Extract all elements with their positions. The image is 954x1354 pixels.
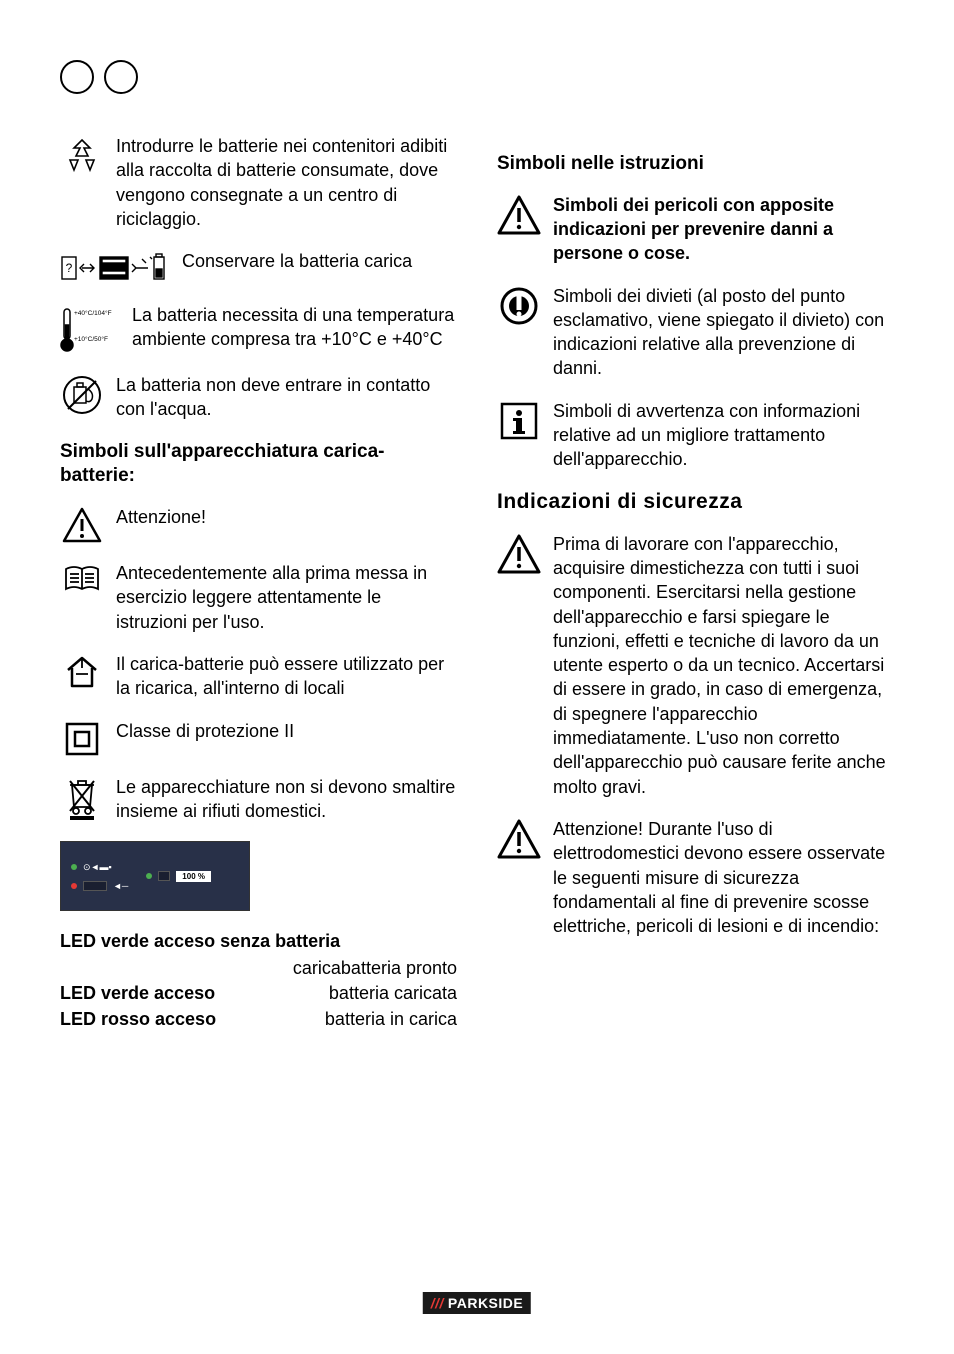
led-value: caricabatteria pronto: [245, 956, 457, 981]
warning-triangle-icon: [60, 505, 104, 543]
green-led-icon: [146, 873, 152, 879]
thermometer-icon: +40°C/104°F +10°C/50°F: [60, 303, 120, 355]
percent-box: 100 %: [176, 871, 211, 882]
class2-item: Classe di protezione II: [60, 719, 457, 757]
class2-icon: [60, 719, 104, 757]
water-text: La batteria non deve entrare in contatto…: [116, 373, 457, 422]
parkside-logo: /// PARKSIDE: [423, 1292, 531, 1314]
weee-text: Le apparecchiature non si devono smaltir…: [116, 775, 457, 824]
left-column: Introdurre le batterie nei contenitori a…: [60, 134, 457, 1032]
green-led-icon: [71, 864, 77, 870]
prohibition-item: Simboli dei divieti (al posto del punto …: [497, 284, 894, 381]
battery-slot-icon: [83, 881, 107, 891]
logo-slashes-icon: ///: [431, 1295, 444, 1311]
recycle-text: Introdurre le batterie nei contenitori a…: [116, 134, 457, 231]
led-label: LED verde acceso: [60, 981, 245, 1006]
svg-text:?: ?: [66, 261, 73, 275]
store-battery-icon: ?: [60, 249, 170, 285]
warning-triangle-icon: [497, 193, 541, 235]
indoor-text: Il carica-batterie può essere utilizzato…: [116, 652, 457, 701]
led-row: LED verde acceso batteria caricata: [60, 981, 457, 1006]
led-row: caricabatteria pronto: [60, 956, 457, 981]
plug-glyph: ⊙◄▬▪: [83, 862, 112, 873]
battery-icon: [158, 871, 170, 881]
indoor-item: Il carica-batterie può essere utilizzato…: [60, 652, 457, 701]
info-square-icon: [497, 399, 541, 441]
red-led-icon: [71, 883, 77, 889]
safety1-item: Prima di lavorare con l'apparecchio, acq…: [497, 532, 894, 799]
attention-text: Attenzione!: [116, 505, 457, 529]
led-label: [60, 956, 245, 981]
weee-item: Le apparecchiature non si devono smaltir…: [60, 775, 457, 824]
content-columns: Introdurre le batterie nei contenitori a…: [60, 134, 894, 1032]
circle-icon: [60, 60, 94, 94]
prohibition-text: Simboli dei divieti (al posto del punto …: [553, 284, 894, 381]
safety-heading: Indicazioni di sicurezza: [497, 490, 894, 514]
attention-item: Attenzione!: [60, 505, 457, 543]
manual-item: Antecedentemente alla prima messa in ese…: [60, 561, 457, 634]
svg-text:+40°C/104°F: +40°C/104°F: [74, 309, 112, 317]
safety2-item: Attenzione! Durante l'uso di elettrodome…: [497, 817, 894, 938]
top-language-circles: [60, 60, 894, 94]
info-text: Simboli di avvertenza con informazioni r…: [553, 399, 894, 472]
temperature-item: +40°C/104°F +10°C/50°F La batteria neces…: [60, 303, 457, 355]
led-table: caricabatteria pronto LED verde acceso b…: [60, 956, 457, 1032]
circle-icon: [104, 60, 138, 94]
no-water-icon: [60, 373, 104, 415]
charger-left: ⊙◄▬▪ ◄─: [71, 862, 128, 891]
info-item: Simboli di avvertenza con informazioni r…: [497, 399, 894, 472]
charger-red-row: ◄─: [71, 881, 128, 891]
indoor-house-icon: [60, 652, 104, 690]
weee-bin-icon: [60, 775, 104, 821]
logo-text: PARKSIDE: [448, 1295, 523, 1311]
warn-bold-item: Simboli dei pericoli con apposite indica…: [497, 193, 894, 266]
store-item: ? Conservare la batteria carica: [60, 249, 457, 285]
warn-bold-text: Simboli dei pericoli con apposite indica…: [553, 193, 894, 266]
water-item: La batteria non deve entrare in contatto…: [60, 373, 457, 422]
prohibition-icon: [497, 284, 541, 326]
manual-book-icon: [60, 561, 104, 595]
temperature-text: La batteria necessita di una temperatura…: [132, 303, 457, 352]
recycle-icon: [60, 134, 104, 180]
charger-right: 100 %: [146, 871, 211, 882]
charger-diagram: ⊙◄▬▪ ◄─ 100 %: [60, 841, 250, 911]
symbols-heading: Simboli nelle istruzioni: [497, 152, 894, 177]
warning-triangle-icon: [497, 817, 541, 859]
store-text: Conservare la batteria carica: [182, 249, 457, 273]
led-value: batteria caricata: [245, 981, 457, 1006]
svg-text:+10°C/50°F: +10°C/50°F: [74, 335, 108, 343]
right-column: Simboli nelle istruzioni Simboli dei per…: [497, 134, 894, 1032]
safety1-text: Prima di lavorare con l'apparecchio, acq…: [553, 532, 894, 799]
led-label: LED rosso acceso: [60, 1007, 245, 1032]
warning-triangle-icon: [497, 532, 541, 574]
led-row: LED rosso acceso batteria in carica: [60, 1007, 457, 1032]
safety2-text: Attenzione! Durante l'uso di elettrodome…: [553, 817, 894, 938]
led-value: batteria in carica: [245, 1007, 457, 1032]
class2-text: Classe di protezione II: [116, 719, 457, 743]
arrow-glyph: ◄─: [113, 881, 128, 891]
recycle-item: Introdurre le batterie nei contenitori a…: [60, 134, 457, 231]
led-table-title: LED verde acceso senza batteria: [60, 931, 457, 952]
charger-heading: Simboli sull'apparecchiatura carica-batt…: [60, 440, 457, 489]
charger-green-row: ⊙◄▬▪: [71, 862, 128, 873]
manual-text: Antecedentemente alla prima messa in ese…: [116, 561, 457, 634]
